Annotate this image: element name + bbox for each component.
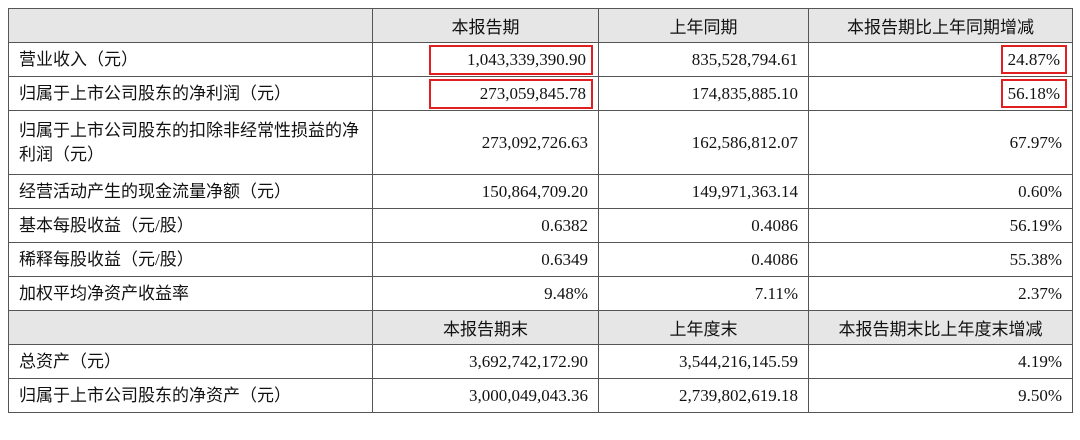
value-cell: 273,059,845.78 <box>372 76 599 111</box>
value-cell: 0.6382 <box>372 208 599 243</box>
value-cell: 1,043,339,390.90 <box>372 42 599 77</box>
value-cell: 3,692,742,172.90 <box>372 344 599 379</box>
header-cell: 本报告期末比上年度末增减 <box>808 310 1073 345</box>
data-row: 加权平均净资产收益率 9.48% 7.11% 2.37% <box>8 276 1073 311</box>
header-cell: 上年同期 <box>598 8 809 43</box>
value-cell: 0.4086 <box>598 242 809 277</box>
value-cell: 55.38% <box>808 242 1073 277</box>
row-label: 加权平均净资产收益率 <box>8 276 373 311</box>
highlight-box: 273,059,845.78 <box>429 78 593 109</box>
data-row: 归属于上市公司股东的净资产（元） 3,000,049,043.36 2,739,80… <box>8 378 1073 413</box>
value-cell: 150,864,709.20 <box>372 174 599 209</box>
value-cell: 56.18% <box>808 76 1073 111</box>
data-row: 总资产（元） 3,692,742,172.90 3,544,216,145.59 4.… <box>8 344 1073 379</box>
value-cell: 3,000,049,043.36 <box>372 378 599 413</box>
value-cell: 0.60% <box>808 174 1073 209</box>
value-cell: 7.11% <box>598 276 809 311</box>
value-cell: 56.19% <box>808 208 1073 243</box>
data-row: 基本每股收益（元/股） 0.6382 0.4086 56.19% <box>8 208 1073 243</box>
highlight-box: 1,043,339,390.90 <box>429 44 593 75</box>
highlight-box: 56.18% <box>1000 78 1068 108</box>
value-cell: 4.19% <box>808 344 1073 379</box>
header-cell: 上年度末 <box>598 310 809 345</box>
value-cell: 149,971,363.14 <box>598 174 809 209</box>
value-cell: 3,544,216,145.59 <box>598 344 809 379</box>
value-cell: 67.97% <box>808 110 1073 175</box>
data-row: 归属于上市公司股东的扣除非经常性损益的净利润（元） 273,092,726.63 1… <box>8 110 1073 175</box>
value-cell: 2.37% <box>808 276 1073 311</box>
value-cell: 9.50% <box>808 378 1073 413</box>
row-label: 归属于上市公司股东的净资产（元） <box>8 378 373 413</box>
row-label: 归属于上市公司股东的扣除非经常性损益的净利润（元） <box>8 110 373 175</box>
row-label: 经营活动产生的现金流量净额（元） <box>8 174 373 209</box>
row-label: 归属于上市公司股东的净利润（元） <box>8 76 373 111</box>
value-cell: 9.48% <box>372 276 599 311</box>
value-cell: 2,739,802,619.18 <box>598 378 809 413</box>
data-row: 经营活动产生的现金流量净额（元） 150,864,709.20 149,971,36… <box>8 174 1073 209</box>
value-cell: 835,528,794.61 <box>598 42 809 77</box>
value-cell: 24.87% <box>808 42 1073 77</box>
header-cell: 本报告期末 <box>372 310 599 345</box>
row-label: 稀释每股收益（元/股） <box>8 242 373 277</box>
header-cell <box>8 8 373 43</box>
header-cell <box>8 310 373 345</box>
header-cell: 本报告期 <box>372 8 599 43</box>
highlight-box: 24.87% <box>1000 44 1068 74</box>
table-body: 本报告期 上年同期 本报告期比上年同期增减 营业收入（元） 1,043,339,390.… <box>8 8 1073 413</box>
financial-table: 本报告期 上年同期 本报告期比上年同期增减 营业收入（元） 1,043,339,390.… <box>8 8 1073 413</box>
data-row: 营业收入（元） 1,043,339,390.90 835,528,794.61 24.… <box>8 42 1073 77</box>
data-row: 稀释每股收益（元/股） 0.6349 0.4086 55.38% <box>8 242 1073 277</box>
value-cell: 0.6349 <box>372 242 599 277</box>
value-cell: 0.4086 <box>598 208 809 243</box>
data-row: 归属于上市公司股东的净利润（元） 273,059,845.78 174,835,88… <box>8 76 1073 111</box>
row-label: 营业收入（元） <box>8 42 373 77</box>
row-label: 基本每股收益（元/股） <box>8 208 373 243</box>
value-cell: 162,586,812.07 <box>598 110 809 175</box>
row-label: 总资产（元） <box>8 344 373 379</box>
value-cell: 174,835,885.10 <box>598 76 809 111</box>
header-row: 本报告期末 上年度末 本报告期末比上年度末增减 <box>8 310 1073 345</box>
value-cell: 273,092,726.63 <box>372 110 599 175</box>
header-row: 本报告期 上年同期 本报告期比上年同期增减 <box>8 8 1073 43</box>
header-cell: 本报告期比上年同期增减 <box>808 8 1073 43</box>
